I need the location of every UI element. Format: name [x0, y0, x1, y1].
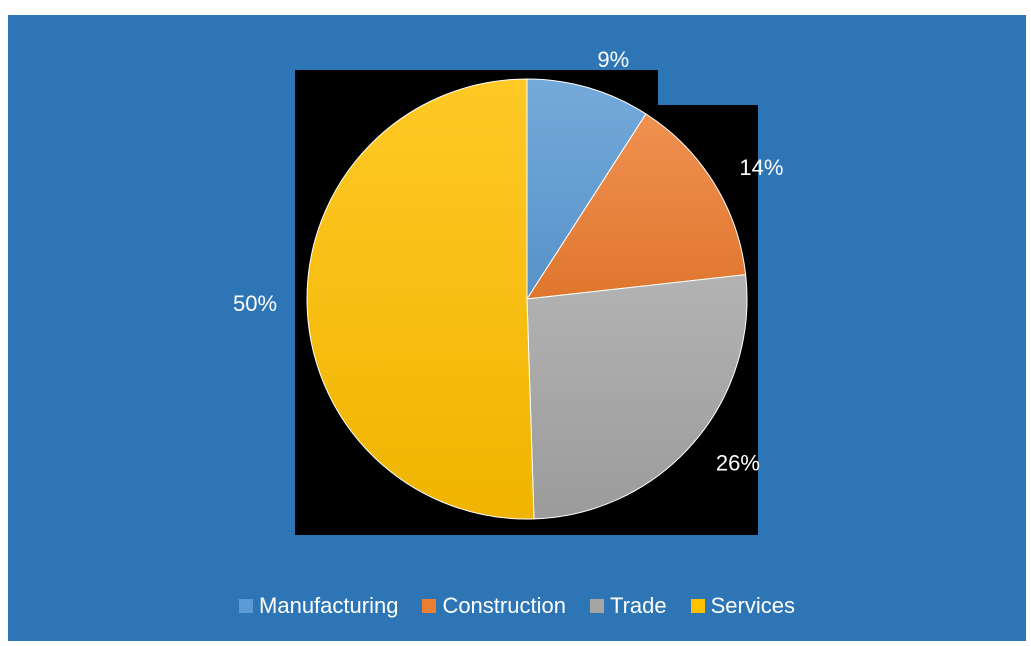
chart-area: 9% 14% 26% 50% Manufacturing Construction Tra… [8, 15, 1026, 641]
legend-label-construction: Construction [442, 593, 566, 618]
pie-slice-manufacturing [526, 78, 647, 301]
legend-swatch-trade [589, 599, 604, 613]
legend-label-services: Services [710, 593, 795, 618]
legend-item-services: Services [690, 593, 795, 619]
legend-swatch-construction [422, 599, 437, 613]
data-label-services: 50% [233, 291, 277, 316]
pie-slices [306, 78, 748, 520]
legend-label-manufacturing: Manufacturing [259, 593, 399, 618]
legend: Manufacturing Construction Trade Services [8, 593, 1026, 619]
pie-slice-construction [526, 113, 747, 300]
data-label-trade: 26% [716, 451, 760, 476]
pie-slice-services [306, 78, 535, 520]
legend-label-trade: Trade [609, 593, 667, 618]
legend-swatch-services [690, 599, 705, 613]
pie-labels: 9% 14% 26% 50% [233, 47, 783, 476]
pie-slice-trade [526, 274, 748, 520]
legend-item-manufacturing: Manufacturing [239, 593, 398, 619]
pie-chart: 9% 14% 26% 50% [233, 47, 783, 535]
legend-item-construction: Construction [422, 593, 566, 619]
legend-item-trade: Trade [589, 593, 667, 619]
data-label-manufacturing: 9% [597, 47, 629, 72]
data-label-construction: 14% [739, 155, 783, 180]
legend-swatch-manufacturing [239, 599, 254, 613]
